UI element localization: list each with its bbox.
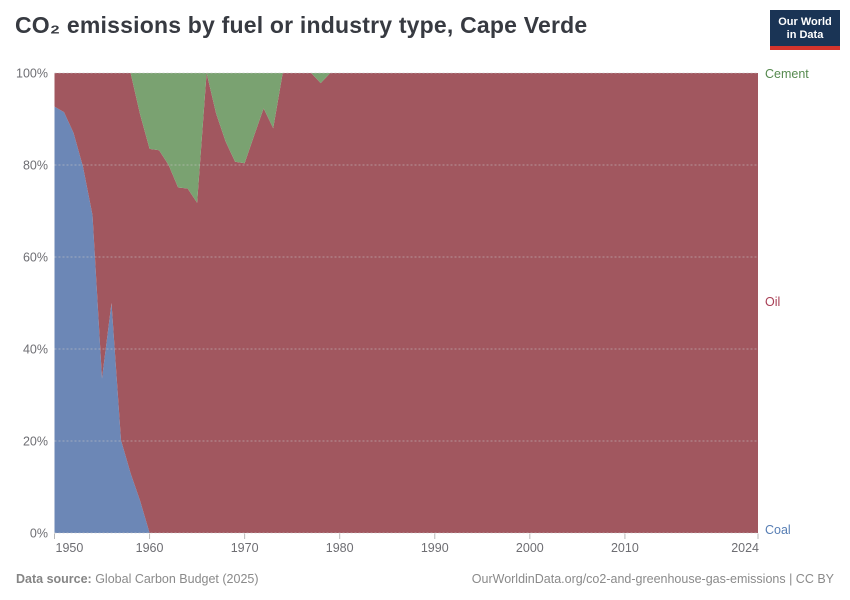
x-axis-label-2000: 2000	[516, 541, 544, 555]
y-axis-label-20%: 20%	[23, 435, 48, 449]
x-axis-label-1970: 1970	[231, 541, 259, 555]
owid-logo[interactable]: Our World in Data	[770, 10, 840, 50]
area-oil[interactable]	[54, 73, 759, 533]
data-source-text: Global Carbon Budget (2025)	[91, 572, 259, 586]
y-axis-label-0%: 0%	[30, 527, 48, 541]
chart-title: CO₂ emissions by fuel or industry type, …	[15, 12, 588, 38]
owid-logo-line1: Our World	[778, 16, 832, 28]
x-axis-label-1990: 1990	[421, 541, 449, 555]
y-axis-label-40%: 40%	[23, 343, 48, 357]
credit-link[interactable]: OurWorldinData.org/co2-and-greenhouse-ga…	[471, 572, 834, 586]
y-axis-label-80%: 80%	[23, 159, 48, 173]
chart-footer: Data source: Global Carbon Budget (2025)…	[0, 568, 850, 600]
area-coal[interactable]	[54, 106, 759, 533]
x-axis-label-2024: 2024	[731, 541, 759, 555]
series-label-oil: Oil	[765, 295, 781, 309]
x-axis-label-2010: 2010	[611, 541, 639, 555]
y-axis-label-100%: 100%	[16, 67, 48, 81]
series-label-cement: Cement	[765, 67, 809, 81]
x-axis-label-1980: 1980	[326, 541, 354, 555]
data-source-note: Data source: Global Carbon Budget (2025)	[16, 572, 259, 586]
data-source-label: Data source:	[16, 572, 92, 586]
area-cement[interactable]	[54, 73, 759, 203]
owid-logo-line2: in Data	[786, 29, 824, 41]
series-label-coal: Coal	[765, 523, 791, 537]
x-axis-label-1950: 1950	[56, 541, 84, 555]
x-axis-label-1960: 1960	[136, 541, 164, 555]
y-axis-label-60%: 60%	[23, 251, 48, 265]
